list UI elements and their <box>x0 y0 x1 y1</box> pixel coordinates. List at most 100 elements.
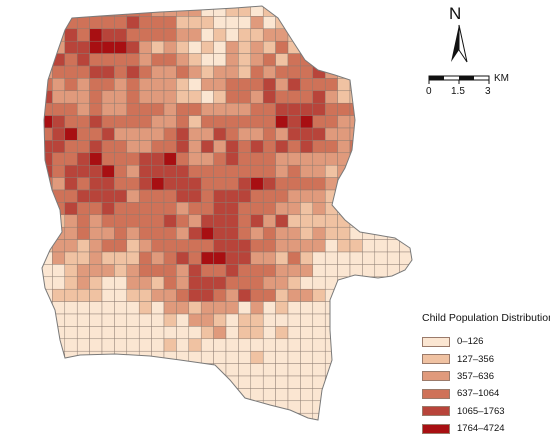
grid-cell <box>176 400 190 414</box>
grid-cell <box>238 326 252 340</box>
grid-cell <box>386 363 400 377</box>
grid-cell <box>287 388 301 402</box>
grid-cell <box>176 78 190 92</box>
grid-cell <box>374 338 388 352</box>
grid-cell <box>362 189 376 203</box>
legend-swatch <box>422 406 450 417</box>
grid-cell <box>126 226 140 240</box>
grid-cell <box>64 363 78 377</box>
grid-cell <box>374 301 388 315</box>
grid-cell <box>89 239 103 253</box>
grid-cell <box>76 16 90 30</box>
grid-cell <box>386 90 400 104</box>
grid-cell <box>101 102 115 116</box>
grid-cell <box>176 338 190 352</box>
grid-cell <box>386 239 400 253</box>
grid-cell <box>262 140 276 154</box>
grid-cell <box>250 301 264 315</box>
grid-cell <box>151 276 165 290</box>
grid-cell <box>337 375 351 389</box>
grid-cell <box>42 53 53 67</box>
grid-cell <box>176 412 190 420</box>
grid-cell <box>114 140 128 154</box>
grid-cell <box>89 338 103 352</box>
grid-cell <box>374 363 388 377</box>
grid-cell <box>101 214 115 228</box>
grid-cell <box>362 102 376 116</box>
grid-cell <box>275 177 289 191</box>
grid-cell <box>163 65 177 79</box>
north-arrow-icon <box>451 24 468 63</box>
grid-cell <box>362 177 376 191</box>
grid-cell <box>337 388 351 402</box>
grid-cell <box>114 288 128 302</box>
grid-cell <box>312 90 326 104</box>
grid-cell <box>250 65 264 79</box>
grid-cell <box>126 40 140 54</box>
grid-cell <box>349 313 363 327</box>
grid-cell <box>287 28 301 42</box>
grid-cell <box>188 251 202 265</box>
grid-cell <box>126 375 140 389</box>
grid-cell <box>64 6 78 17</box>
grid-cell <box>151 90 165 104</box>
grid-cell <box>275 6 289 17</box>
grid-cell <box>324 412 338 420</box>
grid-cell <box>362 115 376 129</box>
grid-cell <box>76 40 90 54</box>
grid-cell <box>176 177 190 191</box>
grid-cell <box>225 214 239 228</box>
grid-cell <box>200 90 214 104</box>
grid-cell <box>52 264 66 278</box>
grid-cell <box>52 152 66 166</box>
grid-cell <box>163 388 177 402</box>
grid-cell <box>101 189 115 203</box>
grid-cell <box>76 90 90 104</box>
grid-cell <box>337 115 351 129</box>
grid-cell <box>64 388 78 402</box>
grid-cell <box>374 388 388 402</box>
grid-cell <box>114 338 128 352</box>
grid-cell <box>262 313 276 327</box>
grid-cell <box>64 40 78 54</box>
grid-cell <box>200 239 214 253</box>
grid-cell <box>138 177 152 191</box>
grid-cell <box>287 65 301 79</box>
grid-cell <box>89 412 103 420</box>
grid-cell <box>262 28 276 42</box>
grid-cell <box>126 90 140 104</box>
grid-cell <box>126 115 140 129</box>
grid-cell <box>52 363 66 377</box>
grid-cell <box>42 140 53 154</box>
grid-cell <box>300 226 314 240</box>
grid-cell <box>300 251 314 265</box>
grid-cell <box>287 412 301 420</box>
grid-cell <box>76 127 90 141</box>
grid-cell <box>349 202 363 216</box>
grid-cell <box>312 288 326 302</box>
grid-cell <box>101 276 115 290</box>
grid-cell <box>42 16 53 30</box>
grid-cell <box>374 152 388 166</box>
grid-cell <box>324 127 338 141</box>
grid-cell <box>188 388 202 402</box>
grid-cell <box>76 53 90 67</box>
grid-cell <box>287 264 301 278</box>
grid-cell <box>52 6 66 17</box>
grid-cell <box>324 90 338 104</box>
grid-cell <box>262 363 276 377</box>
grid-cell <box>238 164 252 178</box>
grid-cell <box>200 177 214 191</box>
grid-cell <box>300 288 314 302</box>
grid-cell <box>213 164 227 178</box>
grid-cell <box>126 276 140 290</box>
grid-cell <box>101 65 115 79</box>
grid-cell <box>188 78 202 92</box>
grid-cell <box>386 53 400 67</box>
grid-cell <box>101 288 115 302</box>
grid-cell <box>163 40 177 54</box>
grid-cell <box>411 53 412 67</box>
grid-cell <box>262 338 276 352</box>
grid-cell <box>374 276 388 290</box>
grid-cell <box>225 326 239 340</box>
